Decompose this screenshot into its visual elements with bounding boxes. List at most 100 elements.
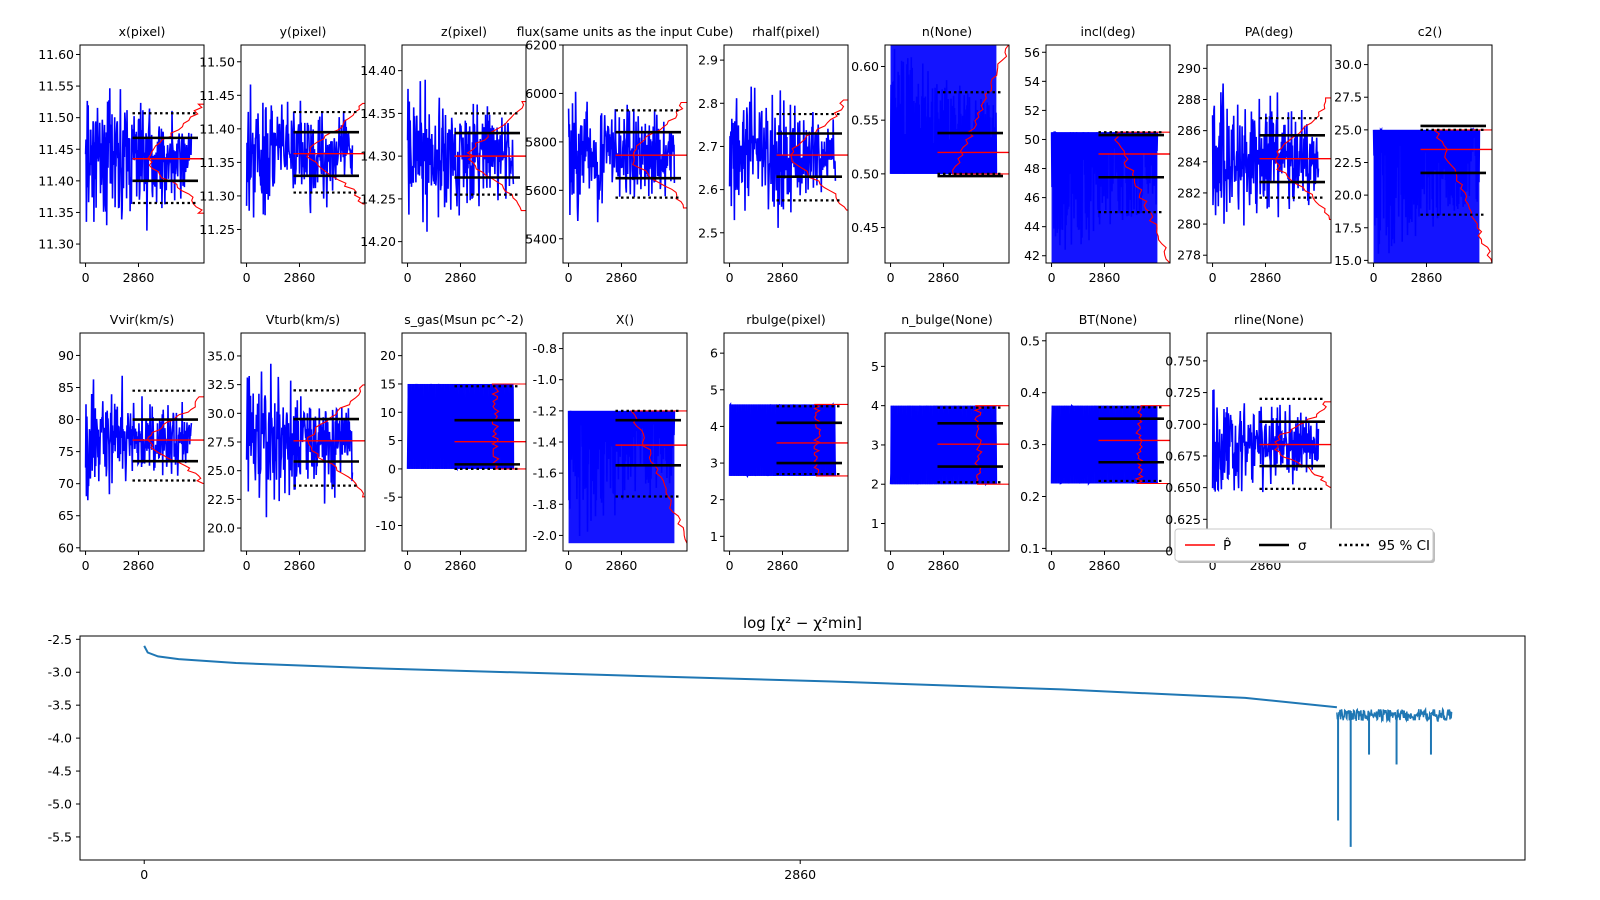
y-tick-label: -1.2: [533, 403, 557, 418]
y-tick-label: 27.5: [1334, 90, 1362, 105]
y-tick-label: 0.625: [1165, 512, 1201, 527]
y-tick-label: 284: [1177, 154, 1201, 169]
panel-title: c2(): [1418, 24, 1443, 39]
panel-title: n_bulge(None): [901, 312, 993, 327]
y-tick-label: 11.50: [38, 110, 74, 125]
y-tick-label: 75: [58, 444, 74, 459]
y-tick-label: 5: [871, 359, 879, 374]
y-tick-label: 46: [1024, 190, 1040, 205]
y-tick-label: 290: [1177, 61, 1201, 76]
y-tick-label: 20.0: [207, 521, 235, 536]
x-tick-label: 0: [1209, 558, 1217, 573]
y-tick-label: 14.25: [360, 191, 396, 206]
panel-frame: [884, 332, 1010, 552]
y-tick-label: 20: [380, 348, 396, 363]
chi2-noise-line: [1336, 706, 1453, 724]
x-tick-label: 0: [887, 558, 895, 573]
panel-title: BT(None): [1079, 312, 1138, 327]
y-tick-label: 2.5: [698, 225, 718, 240]
y-tick-label: 6200: [525, 38, 557, 53]
y-tick-label: 14.40: [360, 63, 396, 78]
y-tick-label: 11.60: [38, 47, 74, 62]
y-tick-label: 20.0: [1334, 188, 1362, 203]
y-tick-label: 6: [710, 346, 718, 361]
y-tick-label: 11.45: [199, 88, 235, 103]
trace-line: [245, 363, 354, 518]
x-tick-label: 0: [404, 558, 412, 573]
x-tick-label: 0: [1048, 270, 1056, 285]
trace-panel-10: Vturb(km/s) 20.0 22.5 25.0 27.5 30.0 32.5 35.0 0…: [207, 312, 366, 573]
y-tick-label: 22.5: [207, 492, 235, 507]
trace-line: [1211, 389, 1320, 493]
y-tick-label: 6000: [525, 86, 557, 101]
y-tick-label: -2.0: [533, 528, 557, 543]
x-tick-label: 0: [1048, 558, 1056, 573]
trace-line: [84, 88, 193, 231]
y-tick-label: 32.5: [207, 377, 235, 392]
y-tick-label: 30.0: [1334, 57, 1362, 72]
y-tick-label: 5: [388, 433, 396, 448]
y-tick-label: 11.55: [38, 79, 74, 94]
panel-title: PA(deg): [1245, 24, 1294, 39]
y-tick-label: 0.2: [1020, 489, 1040, 504]
y-tick-label: -3.5: [48, 698, 72, 713]
panel-title: incl(deg): [1080, 24, 1135, 39]
trace-line: [245, 84, 354, 218]
y-tick-label: 0.60: [851, 59, 879, 74]
y-tick-label: 22.5: [1334, 155, 1362, 170]
y-tick-label: 0.725: [1165, 385, 1201, 400]
y-tick-label: 44: [1024, 219, 1040, 234]
legend: P̂ σ 95 % CI: [1174, 528, 1435, 563]
trace-series: [245, 84, 365, 218]
y-tick-label: 56: [1024, 45, 1040, 60]
trace-panel-4: rhalf(pixel) 2.5 2.6 2.7 2.8 2.9 0 2860: [698, 24, 849, 285]
x-tick-label: 2860: [767, 270, 799, 285]
x-tick-label: 2860: [284, 558, 316, 573]
y-tick-label: 48: [1024, 161, 1040, 176]
y-tick-label: 0.55: [851, 113, 879, 128]
chi2-line: [143, 645, 1338, 709]
y-tick-label: 282: [1177, 185, 1201, 200]
y-tick-label: -4.5: [48, 764, 72, 779]
y-tick-label: 11.30: [38, 237, 74, 252]
y-tick-label: 0.675: [1165, 448, 1201, 463]
y-tick-label: 11.35: [199, 155, 235, 170]
y-tick-label: 80: [58, 412, 74, 427]
y-tick-label: 1: [871, 516, 879, 531]
x-tick-label: 2860: [1089, 558, 1121, 573]
y-tick-label: 0.4: [1020, 385, 1040, 400]
trace-panel-6: incl(deg) 42 44 46 48 50 52 54 56 0 2860: [1024, 24, 1171, 285]
y-tick-label: 11.50: [199, 54, 235, 69]
y-tick-label: 4: [710, 419, 718, 434]
y-tick-label: 14.30: [360, 149, 396, 164]
chi2-panel: log [χ² − χ²min] -5.5 -5.0 -4.5 -4.0 -3.5 -3.0…: [48, 614, 1526, 882]
posterior-histogram: [629, 410, 687, 544]
x-tick-label: 0: [565, 270, 573, 285]
y-tick-label: -3.0: [48, 665, 72, 680]
y-tick-label: 2.6: [698, 182, 718, 197]
y-tick-label: -4.0: [48, 731, 72, 746]
y-tick-label: 52: [1024, 103, 1040, 118]
panel-frame: [401, 44, 527, 264]
panel-title: Vvir(km/s): [110, 312, 174, 327]
trace-line: [728, 86, 837, 228]
panel-title: rhalf(pixel): [752, 24, 820, 39]
trace-panel-13: rbulge(pixel) 1 2 3 4 5 6 0 2860: [710, 312, 849, 573]
y-tick-label: 70: [58, 476, 74, 491]
y-tick-label: 0.50: [851, 166, 879, 181]
x-tick-label: 2860: [123, 558, 155, 573]
x-tick-label: 2860: [445, 558, 477, 573]
y-tick-label: 11.35: [38, 205, 74, 220]
y-tick-label: 0.700: [1165, 417, 1201, 432]
x-tick-label: 0: [726, 270, 734, 285]
y-tick-label: 11.30: [199, 188, 235, 203]
trace-line: [1211, 83, 1320, 226]
y-tick-label: 25.0: [1334, 122, 1362, 137]
x-tick-label: 2860: [784, 867, 816, 882]
posterior-histogram: [952, 45, 1009, 175]
trace-band: [1051, 132, 1158, 263]
panel-frame: [1206, 44, 1332, 264]
x-tick-label: 2860: [928, 558, 960, 573]
x-tick-label: 0: [82, 270, 90, 285]
